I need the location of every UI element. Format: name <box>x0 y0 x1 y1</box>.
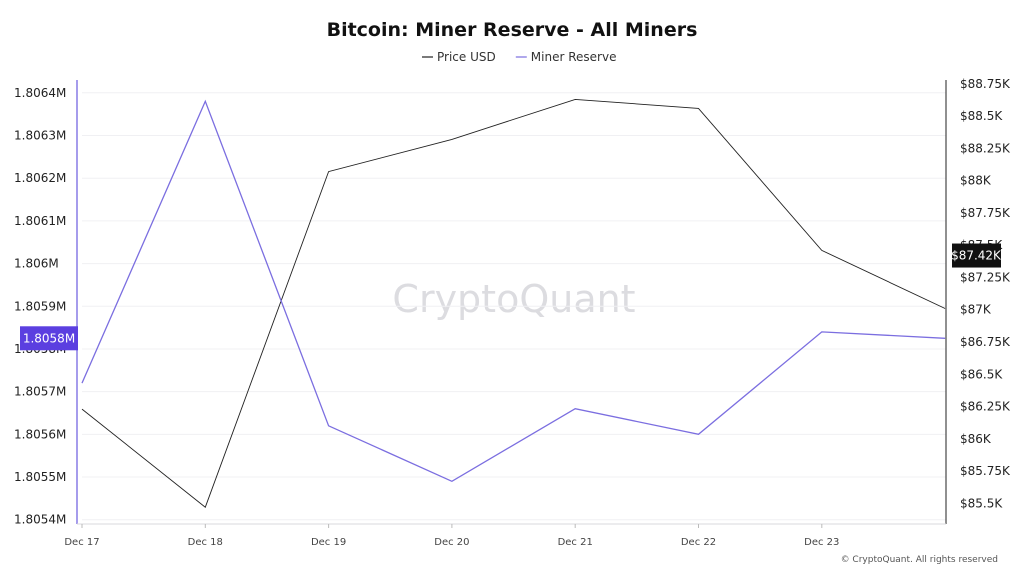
legend: Price USD Miner Reserve <box>422 50 616 64</box>
right-tick-label: $88.25K <box>960 141 1011 155</box>
x-tick-label: Dec 17 <box>64 537 99 548</box>
miner-reserve-line <box>81 99 946 483</box>
x-tick-label: Dec 21 <box>558 537 593 548</box>
right-current-value-label: $87.42K <box>951 249 1002 263</box>
x-tick-label: Dec 18 <box>188 537 223 548</box>
x-tick-label: Dec 23 <box>804 537 839 548</box>
left-tick-label: 1.8057M <box>14 385 66 399</box>
left-tick-label: 1.8062M <box>14 171 66 185</box>
left-tick-label: 1.8055M <box>14 470 66 484</box>
series-lines <box>81 98 946 508</box>
price-usd-line <box>81 98 946 508</box>
right-tick-label: $86.75K <box>960 335 1011 349</box>
axes <box>76 80 947 525</box>
left-current-value-label: 1.8058M <box>23 331 75 345</box>
left-current-value-badge <box>20 326 78 351</box>
right-tick-label: $86K <box>960 432 992 446</box>
left-tick-label: 1.806M <box>14 257 59 271</box>
x-tick-label: Dec 22 <box>681 537 716 548</box>
right-axis-ticks: $85.5K $85.75K $86K $86.25K $86.5K $86.75K $87… <box>960 77 1011 510</box>
right-tick-label: $86.5K <box>960 367 1003 381</box>
copyright-text: © CryptoQuant. All rights reserved <box>841 555 998 565</box>
left-tick-label: 1.8064M <box>14 86 66 100</box>
watermark: CryptoQuant <box>392 277 635 321</box>
left-tick-label: 1.8056M <box>14 427 66 441</box>
right-tick-label: $85.75K <box>960 464 1011 478</box>
right-current-value-badge <box>952 243 1001 268</box>
right-tick-label: $87K <box>960 303 992 317</box>
right-tick-label: $88.75K <box>960 77 1011 91</box>
left-tick-label: 1.8059M <box>14 299 66 313</box>
left-tick-label: 1.8054M <box>14 513 66 527</box>
left-tick-label: 1.8061M <box>14 214 66 228</box>
right-tick-label: $87.25K <box>960 270 1011 284</box>
right-tick-label: $87.75K <box>960 206 1011 220</box>
x-tick-label: Dec 19 <box>311 537 346 548</box>
grid-lines <box>82 92 946 521</box>
right-tick-label: $88K <box>960 174 992 188</box>
chart-title: Bitcoin: Miner Reserve - All Miners <box>327 19 698 41</box>
x-axis-ticks: Dec 17 Dec 18 Dec 19 Dec 20 Dec 21 Dec 22 Dec … <box>64 524 839 548</box>
left-axis-ticks: 1.8054M1.8055M1.8056M1.8057M1.8058M1.805… <box>14 86 66 527</box>
right-tick-label: $85.5K <box>960 496 1003 510</box>
legend-label: Price USD <box>437 50 496 64</box>
left-tick-label: 1.8063M <box>14 129 66 143</box>
right-tick-label: $86.25K <box>960 400 1011 414</box>
current-value-badges: 1.8058M $87.42K <box>20 243 1002 351</box>
right-tick-label: $88.5K <box>960 109 1003 123</box>
x-tick-label: Dec 20 <box>434 537 469 548</box>
legend-label: Miner Reserve <box>531 50 617 64</box>
